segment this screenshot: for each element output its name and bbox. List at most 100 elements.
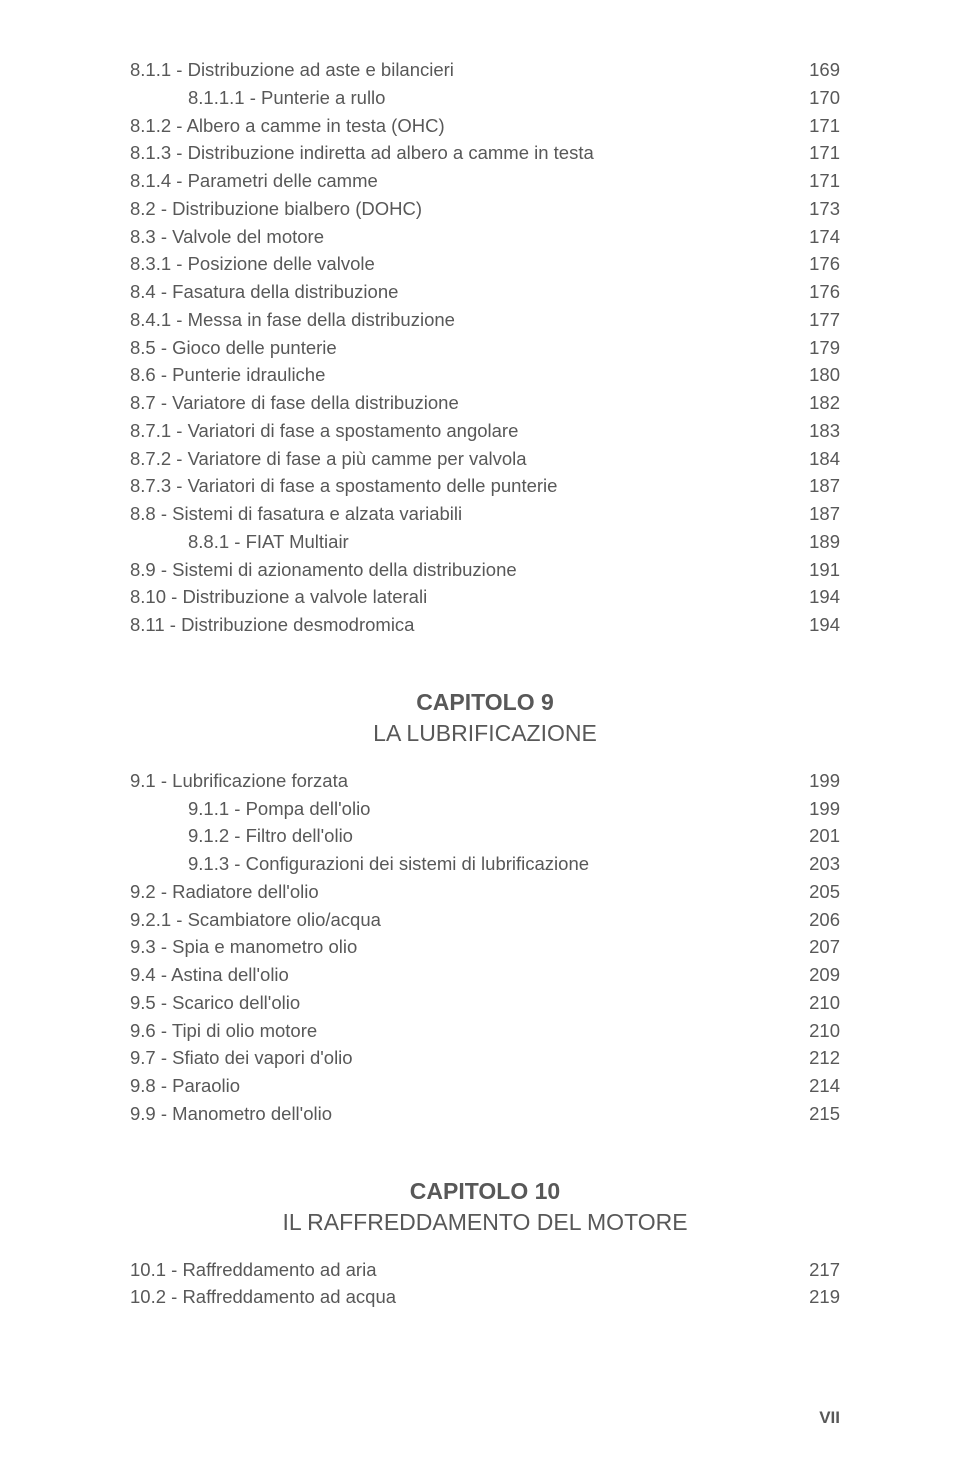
toc-entry: 8.6 - Punterie idrauliche 180 — [130, 361, 840, 389]
toc-entry-page: 169 — [797, 56, 840, 84]
toc-entry-label: 8.7.2 - Variatore di fase a più camme pe… — [130, 445, 527, 473]
toc-entry-label: 9.3 - Spia e manometro olio — [130, 933, 357, 961]
toc-entry-page: 217 — [797, 1256, 840, 1284]
toc-entry-label: 8.8.1 - FIAT Multiair — [188, 528, 349, 556]
toc-entry-page: 215 — [797, 1100, 840, 1128]
toc-entry-label: 10.2 - Raffreddamento ad acqua — [130, 1283, 396, 1311]
toc-entry: 8.7.3 - Variatori di fase a spostamento … — [130, 472, 840, 500]
toc-entry-label: 8.5 - Gioco delle punterie — [130, 334, 337, 362]
toc-entry-page: 187 — [797, 500, 840, 528]
toc-entry: 8.7.1 - Variatori di fase a spostamento … — [130, 417, 840, 445]
toc-entry-label: 9.2.1 - Scambiatore olio/acqua — [130, 906, 381, 934]
document-page: 8.1.1 - Distribuzione ad aste e bilancie… — [0, 0, 960, 1472]
toc-entry-label: 9.1.2 - Filtro dell'olio — [188, 822, 353, 850]
toc-entry-label: 8.1.3 - Distribuzione indiretta ad alber… — [130, 139, 594, 167]
toc-entry-page: 174 — [797, 223, 840, 251]
toc-entry: 8.1.1.1 - Punterie a rullo 170 — [130, 84, 840, 112]
toc-entry: 9.1.3 - Configurazioni dei sistemi di lu… — [130, 850, 840, 878]
toc-entry-label: 8.9 - Sistemi di azionamento della distr… — [130, 556, 517, 584]
toc-entry: 8.10 - Distribuzione a valvole laterali1… — [130, 583, 840, 611]
toc-entry-label: 9.1 - Lubrificazione forzata — [130, 767, 348, 795]
toc-entry: 8.3.1 - Posizione delle valvole 176 — [130, 250, 840, 278]
toc-entry-page: 212 — [797, 1044, 840, 1072]
toc-entry-page: 219 — [797, 1283, 840, 1311]
toc-entry-page: 170 — [797, 84, 840, 112]
toc-entry-label: 8.1.1.1 - Punterie a rullo — [188, 84, 385, 112]
toc-entry: 9.1.2 - Filtro dell'olio 201 — [130, 822, 840, 850]
toc-entry-label: 8.7 - Variatore di fase della distribuzi… — [130, 389, 459, 417]
toc-entry-label: 8.1.4 - Parametri delle camme — [130, 167, 378, 195]
toc-entry-label: 10.1 - Raffreddamento ad aria — [130, 1256, 376, 1284]
toc-entry-label: 8.11 - Distribuzione desmodromica — [130, 611, 414, 639]
toc-entry-page: 207 — [797, 933, 840, 961]
toc-entry-page: 209 — [797, 961, 840, 989]
toc-entry: 10.1 - Raffreddamento ad aria 217 — [130, 1256, 840, 1284]
toc-entry: 9.1.1 - Pompa dell'olio 199 — [130, 795, 840, 823]
toc-entry-page: 194 — [797, 611, 840, 639]
toc-entry-label: 8.4 - Fasatura della distribuzione — [130, 278, 398, 306]
toc-entry-page: 201 — [797, 822, 840, 850]
toc-entry-page: 203 — [797, 850, 840, 878]
toc-entry-label: 9.9 - Manometro dell'olio — [130, 1100, 332, 1128]
toc-entry-label: 8.1.2 - Albero a camme in testa (OHC) — [130, 112, 445, 140]
toc-entry-page: 214 — [797, 1072, 840, 1100]
toc-entry-page: 199 — [797, 795, 840, 823]
toc-entry-page: 173 — [797, 195, 840, 223]
toc-entry: 8.1.1 - Distribuzione ad aste e bilancie… — [130, 56, 840, 84]
toc-entry-label: 8.7.3 - Variatori di fase a spostamento … — [130, 472, 557, 500]
toc-entry: 8.5 - Gioco delle punterie 179 — [130, 334, 840, 362]
toc-entry-label: 9.4 - Astina dell'olio — [130, 961, 289, 989]
toc-entry-label: 9.8 - Paraolio — [130, 1072, 240, 1100]
toc-entry: 9.7 - Sfiato dei vapori d'olio 212 — [130, 1044, 840, 1072]
toc-entry: 8.2 - Distribuzione bialbero (DOHC) 173 — [130, 195, 840, 223]
toc-entry: 9.3 - Spia e manometro olio 207 — [130, 933, 840, 961]
chapter-subtitle: LA LUBRIFICAZIONE — [130, 718, 840, 749]
toc-entry: 8.1.3 - Distribuzione indiretta ad alber… — [130, 139, 840, 167]
toc-entry: 9.2 - Radiatore dell'olio 205 — [130, 878, 840, 906]
chapter-heading: CAPITOLO 9LA LUBRIFICAZIONE — [130, 687, 840, 749]
toc-entry-page: 189 — [797, 528, 840, 556]
toc-entry-label: 9.7 - Sfiato dei vapori d'olio — [130, 1044, 353, 1072]
table-of-contents: 8.1.1 - Distribuzione ad aste e bilancie… — [130, 56, 840, 1311]
toc-entry: 8.4.1 - Messa in fase della distribuzion… — [130, 306, 840, 334]
toc-entry: 9.8 - Paraolio 214 — [130, 1072, 840, 1100]
toc-entry: 9.6 - Tipi di olio motore210 — [130, 1017, 840, 1045]
toc-entry-page: 177 — [797, 306, 840, 334]
chapter-subtitle: IL RAFFREDDAMENTO DEL MOTORE — [130, 1207, 840, 1238]
toc-entry-page: 191 — [797, 556, 840, 584]
toc-entry-page: 183 — [797, 417, 840, 445]
toc-entry-page: 179 — [797, 334, 840, 362]
toc-entry-label: 8.4.1 - Messa in fase della distribuzion… — [130, 306, 455, 334]
toc-entry-label: 8.6 - Punterie idrauliche — [130, 361, 325, 389]
toc-entry-page: 199 — [797, 767, 840, 795]
toc-entry-label: 8.10 - Distribuzione a valvole laterali — [130, 583, 427, 611]
toc-entry-label: 8.2 - Distribuzione bialbero (DOHC) — [130, 195, 422, 223]
toc-entry-page: 171 — [797, 112, 840, 140]
toc-entry-label: 8.3.1 - Posizione delle valvole — [130, 250, 375, 278]
toc-entry-page: 210 — [797, 1017, 840, 1045]
toc-entry: 8.8 - Sistemi di fasatura e alzata varia… — [130, 500, 840, 528]
toc-entry: 8.8.1 - FIAT Multiair 189 — [130, 528, 840, 556]
toc-entry-label: 9.5 - Scarico dell'olio — [130, 989, 300, 1017]
toc-entry-label: 9.1.3 - Configurazioni dei sistemi di lu… — [188, 850, 589, 878]
toc-entry-label: 8.8 - Sistemi di fasatura e alzata varia… — [130, 500, 462, 528]
toc-entry: 8.7.2 - Variatore di fase a più camme pe… — [130, 445, 840, 473]
toc-entry-page: 205 — [797, 878, 840, 906]
chapter-title: CAPITOLO 9 — [130, 687, 840, 718]
toc-entry: 8.4 - Fasatura della distribuzione176 — [130, 278, 840, 306]
toc-entry-label: 9.2 - Radiatore dell'olio — [130, 878, 319, 906]
chapter-heading: CAPITOLO 10IL RAFFREDDAMENTO DEL MOTORE — [130, 1176, 840, 1238]
toc-entry-page: 184 — [797, 445, 840, 473]
toc-entry-page: 176 — [797, 250, 840, 278]
chapter-title: CAPITOLO 10 — [130, 1176, 840, 1207]
toc-entry: 8.7 - Variatore di fase della distribuzi… — [130, 389, 840, 417]
toc-entry: 8.3 - Valvole del motore 174 — [130, 223, 840, 251]
toc-entry-label: 8.3 - Valvole del motore — [130, 223, 324, 251]
toc-entry-label: 9.1.1 - Pompa dell'olio — [188, 795, 370, 823]
page-number: VII — [819, 1408, 840, 1428]
toc-entry-page: 210 — [797, 989, 840, 1017]
toc-entry: 8.9 - Sistemi di azionamento della distr… — [130, 556, 840, 584]
toc-entry-page: 206 — [797, 906, 840, 934]
toc-entry-page: 180 — [797, 361, 840, 389]
toc-entry: 9.9 - Manometro dell'olio 215 — [130, 1100, 840, 1128]
